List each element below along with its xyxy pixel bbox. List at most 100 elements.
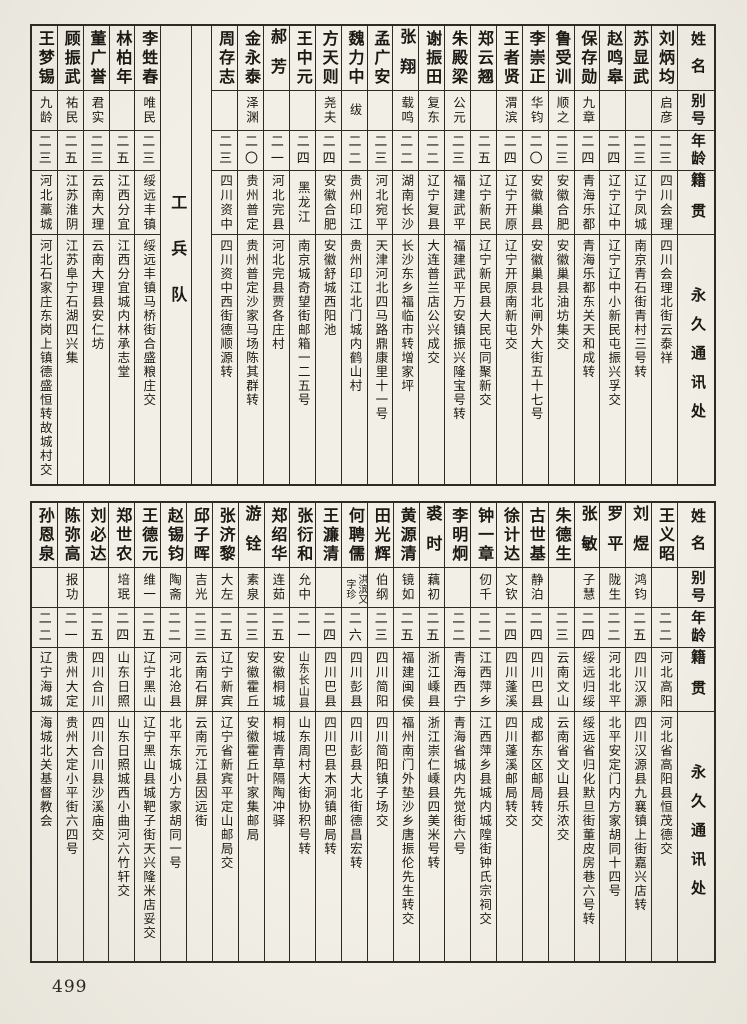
entry-address: 辽宁黑山县城靶子街天兴隆米店妥交: [135, 711, 161, 961]
entry-address: 贵州印江北门城内鹤山村: [341, 234, 367, 484]
entry-address: 贵州大定小平街六四号: [57, 711, 83, 961]
entry-native: 福建武平: [445, 170, 470, 234]
header-alias: 别号: [678, 567, 714, 607]
entry-address: 四川蓬溪邮局转交: [497, 711, 522, 961]
entry-native: 江西分宜: [109, 170, 135, 234]
entry-native: 四川简阳: [367, 647, 393, 711]
entry-alias: 吉光: [186, 567, 212, 607]
entry-native: 山东长山县: [290, 647, 316, 711]
entry-alias: 载鸣: [393, 90, 419, 130]
entry-address: 河北石家庄东岗上镇德盛恒转故城村交: [31, 234, 57, 484]
header-alias: 别号: [678, 90, 714, 130]
entry-age: 二三: [626, 130, 652, 170]
entry-native: 江西萍乡: [471, 647, 497, 711]
header-name: 姓名: [689, 508, 705, 562]
entry-column: 魏力中绂二二 贵州印江 贵州印江北门城内鹤山村: [340, 26, 367, 484]
entry-name: 刘煜: [630, 505, 648, 565]
entry-alias: 允中: [290, 567, 316, 607]
entry-alias: 伯纲: [367, 567, 393, 607]
entry-name: 赵鸣皋: [604, 29, 622, 87]
directory-table: 姓名 别号 年龄 籍贯 永久通讯处 刘炳均 启彦 二三 四川会理 四川会理北街云泰祥 苏显武 二三 辽宁…: [30, 24, 716, 963]
entry-name: 王濂清: [320, 506, 338, 564]
entry-native: 河北完县: [264, 170, 289, 234]
entry-address: 安徽巢县油坊集交: [548, 234, 574, 484]
entry-address: 江西分宜城内林承志堂: [109, 234, 135, 484]
entry-column: 田光辉 伯纲 二三 四川简阳 四川简阳镇子场交: [366, 503, 393, 961]
entry-age: 二五: [393, 607, 419, 647]
entry-name: 王者贤: [500, 29, 518, 87]
entry-age: 二三: [212, 130, 238, 170]
header-name: 姓名: [689, 31, 705, 85]
entry-native: 四川巴县: [522, 647, 548, 711]
entry-alias: [471, 90, 496, 130]
entry-address: 南京青石街青村三号转: [626, 234, 652, 484]
entry-name: 王德元: [139, 506, 157, 564]
entry-column: 刘必达 二五 四川合川 四川合川县沙溪庙交: [82, 503, 109, 961]
entry-alias: [548, 567, 574, 607]
entry-alias: [289, 90, 315, 130]
entry-address: 北平东城小方家胡同一号: [161, 711, 186, 961]
entry-alias: 连茹: [264, 567, 290, 607]
entry-name: 谢振田: [423, 29, 441, 87]
entry-native: 辽宁新民: [471, 170, 496, 234]
entry-age: 二三: [445, 130, 470, 170]
entry-name: 王中元: [293, 29, 311, 87]
entry-native: 山东日照: [109, 647, 135, 711]
entry-name: 鲁受训: [552, 29, 570, 87]
entry-name: 田光辉: [371, 506, 389, 564]
entry-age: 二二: [471, 607, 497, 647]
entry-native: 四川彭县: [342, 647, 367, 711]
entry-alias: 维一: [135, 567, 161, 607]
entry-alias: [600, 90, 626, 130]
entry-column: 朱德生 二三 云南文山 云南省文山县乐浓交: [547, 503, 574, 961]
entry-native: 浙江嵊县: [419, 647, 445, 711]
entry-column: 孟广安 二三 河北宛平 天津河北四马路鼎康里十一号: [366, 26, 393, 484]
entry-native: 河北沧县: [161, 647, 186, 711]
entry-alias: 九龄: [31, 90, 57, 130]
entry-alias: [626, 90, 652, 130]
page-number: 499: [52, 977, 88, 997]
entry-native: 四川合川: [83, 647, 109, 711]
entry-native: 贵州印江: [341, 170, 367, 234]
entry-alias: 祐民: [57, 90, 83, 130]
entry-native: 辽宁开原: [496, 170, 522, 234]
entry-age: 二五: [57, 130, 83, 170]
entry-address: 成都东区邮局转交: [522, 711, 548, 961]
entry-name: 郝芳: [267, 28, 285, 88]
entry-name: 游铨: [242, 505, 260, 565]
entry-name: 赵锡钧: [164, 506, 182, 564]
entry-name: 王义昭: [656, 506, 673, 564]
entry-column: 罗平 陇生 二二 河北北平 北平安定门内方家胡同十四号: [599, 503, 626, 961]
entry-age: 二四: [496, 130, 522, 170]
entry-name: 周存志: [216, 29, 234, 87]
entry-name: 孟广安: [371, 29, 389, 87]
header-native: 籍贯: [678, 170, 714, 234]
header-address: 永久通讯处: [678, 234, 714, 484]
entry-address: 青海乐都东关天和成转: [574, 234, 600, 484]
entry-age: 二三: [548, 130, 574, 170]
entry-name: 何聘儒: [345, 506, 363, 564]
entry-column: 王濂清 二四 四川巴县 四川巴县木洞镇邮局转: [315, 503, 342, 961]
entry-native: 河北北平: [600, 647, 626, 711]
entry-alias: 大左: [212, 567, 238, 607]
entry-age: 二〇: [238, 130, 263, 170]
entry-age: 二五: [626, 607, 652, 647]
entry-age: 二二: [161, 607, 186, 647]
entry-age: 二四: [574, 607, 600, 647]
entry-alias: 洪滨又字珍: [342, 567, 367, 607]
entry-name: 李甡春: [139, 29, 157, 87]
entry-age: 二四: [289, 130, 315, 170]
entry-address: 四川资中西街德顺源转: [212, 234, 238, 484]
entry-native: 辽宁复县: [419, 170, 445, 234]
entry-age: 二五: [471, 130, 496, 170]
header-column: 姓名 别号 年龄 籍贯 永久通讯处: [677, 26, 714, 484]
entry-column: 张济黎 大左 二五 辽宁新宾 辽宁省新宾平定山邮局交: [211, 503, 238, 961]
entry-name: 罗平: [604, 505, 622, 565]
entry-name: 苏显武: [630, 29, 648, 87]
header-address: 永久通讯处: [678, 711, 714, 961]
entry-alias: 藕初: [419, 567, 445, 607]
entry-column: 赵锡钧 陶斋 二二 河北沧县 北平东城小方家胡同一号: [160, 503, 186, 961]
entry-name: 古世基: [526, 506, 544, 564]
entry-alias: 复东: [419, 90, 445, 130]
entry-age: 二三: [83, 130, 109, 170]
